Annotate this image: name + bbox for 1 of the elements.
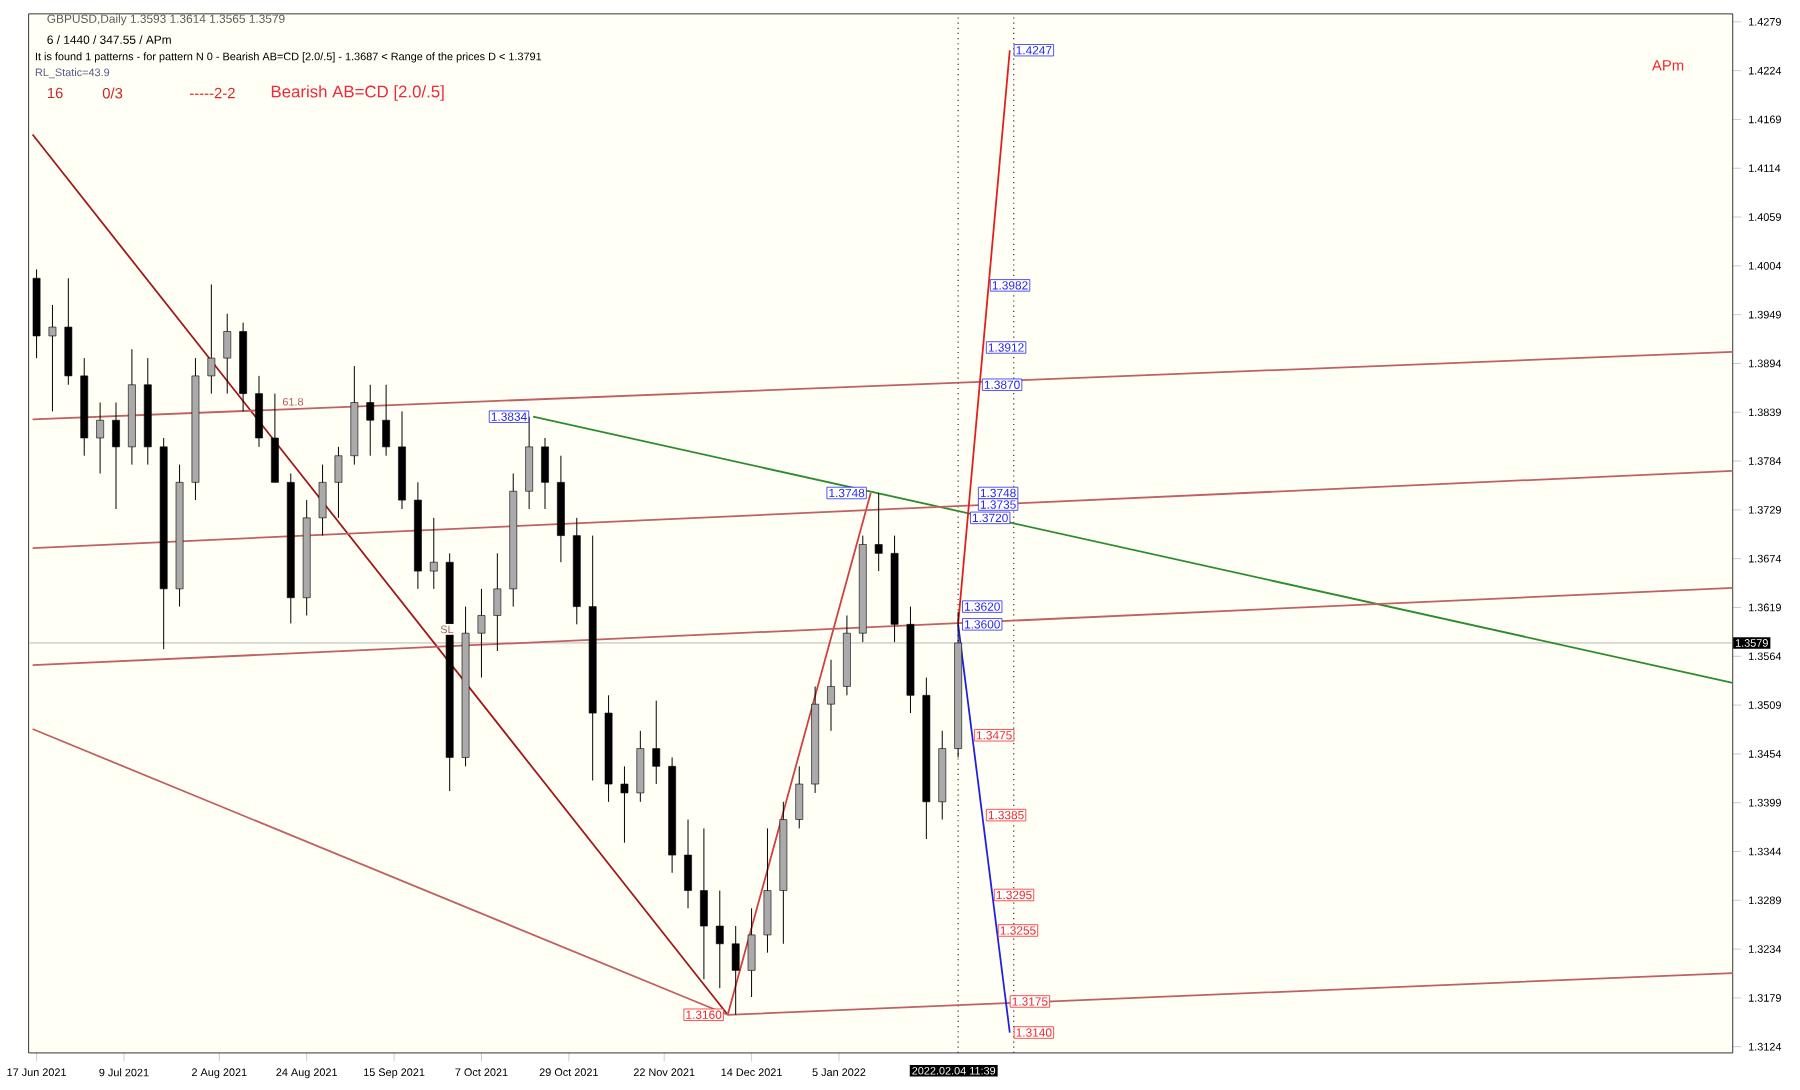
annotation: Bearish AB=CD [2.0/.5] (271, 84, 444, 101)
